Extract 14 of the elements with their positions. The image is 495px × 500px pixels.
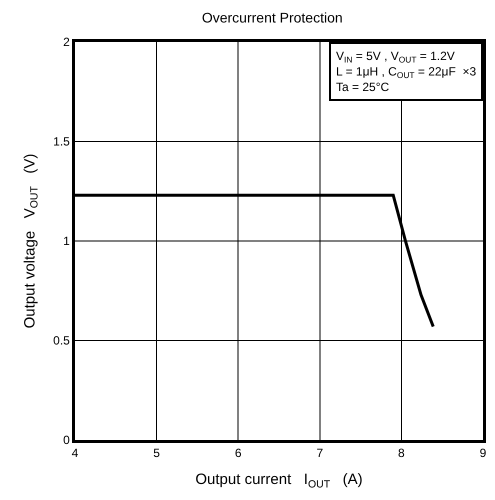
x-axis-title: Output current I$_{OUT}$ (A) (195, 471, 363, 490)
chart-title: Overcurrent Protection (202, 9, 343, 26)
x-tick-label: 8 (398, 446, 406, 460)
x-tick-label: 5 (153, 446, 160, 460)
y-tick-label: 0.5 (53, 334, 70, 348)
text: V$_{IN}$ = 5V , V$_{OUT}$ = 1.2V L = 1μH , C$_{OUT}$ = 22μF ×3 Ta = 25°C (336, 49, 476, 94)
y-tick-label: 1.5 (53, 134, 70, 149)
y-tick-label: 1 (63, 234, 70, 248)
x-tick-label: 4 (72, 446, 79, 460)
x-tick-label: 9 (480, 446, 487, 460)
y-tick-label: 0 (63, 433, 70, 448)
x-tick-label: 6 (234, 446, 242, 460)
x-tick-label: 7 (316, 446, 324, 460)
y-tick-label: 2 (63, 35, 70, 50)
